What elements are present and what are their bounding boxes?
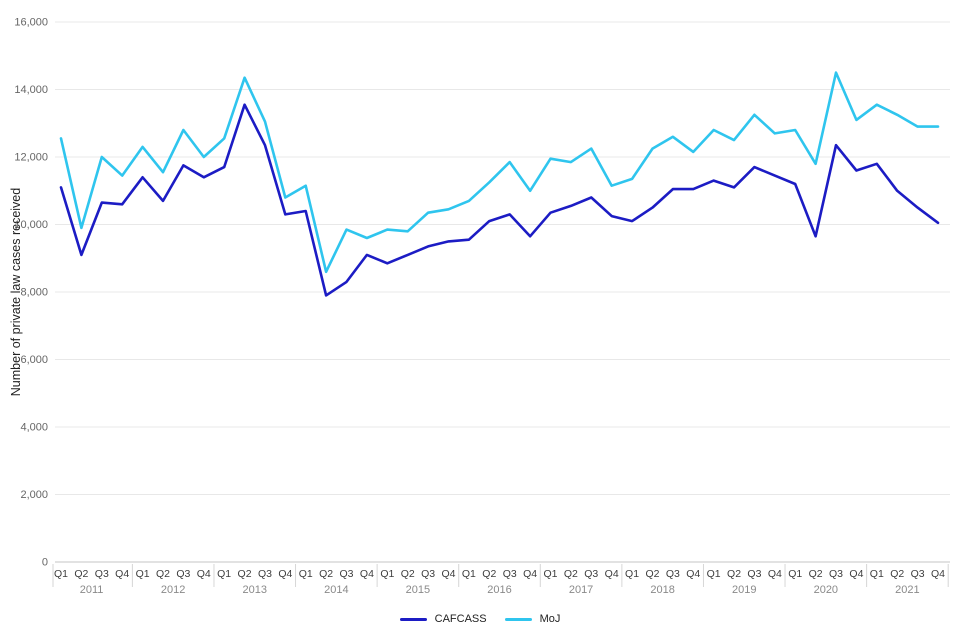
x-tick-label: Q3 (829, 568, 843, 580)
x-tick-label: Q1 (136, 568, 150, 580)
year-label: 2011 (80, 584, 104, 596)
x-tick-label: Q4 (931, 568, 945, 580)
x-tick-label: Q3 (911, 568, 925, 580)
x-tick-label: Q4 (849, 568, 863, 580)
x-tick-label: Q1 (625, 568, 639, 580)
year-label: 2015 (406, 584, 430, 596)
x-tick-label: Q1 (217, 568, 231, 580)
chart-legend: CAFCASS MoJ (0, 610, 960, 628)
legend-label-cafcass: CAFCASS (434, 613, 487, 625)
x-tick-label: Q3 (258, 568, 272, 580)
y-tick-label: 14,000 (14, 84, 48, 96)
series-line-cafcass (59, 103, 940, 297)
x-tick-label: Q1 (380, 568, 394, 580)
y-tick-label: 12,000 (14, 152, 48, 164)
y-tick-label: 16,000 (14, 17, 48, 29)
x-tick-label: Q1 (299, 568, 313, 580)
x-tick-label: Q1 (462, 568, 476, 580)
x-tick-label: Q4 (686, 568, 700, 580)
x-tick-label: Q1 (788, 568, 802, 580)
x-tick-label: Q4 (442, 568, 456, 580)
x-tick-label: Q1 (870, 568, 884, 580)
x-tick-label: Q2 (156, 568, 170, 580)
legend-line-swatch-moj (504, 617, 532, 621)
year-label: 2014 (324, 584, 348, 596)
year-label: 2013 (243, 584, 267, 596)
year-label: 2016 (487, 584, 511, 596)
x-tick-label: Q1 (543, 568, 557, 580)
year-label: 2021 (895, 584, 919, 596)
legend-line-swatch-cafcass (399, 617, 427, 621)
x-tick-label: Q3 (666, 568, 680, 580)
x-tick-label: Q2 (238, 568, 252, 580)
x-tick-label: Q1 (707, 568, 721, 580)
year-label: 2017 (569, 584, 593, 596)
x-tick-label: Q2 (74, 568, 88, 580)
x-tick-label: Q2 (727, 568, 741, 580)
x-tick-label: Q2 (809, 568, 823, 580)
x-tick-label: Q3 (340, 568, 354, 580)
x-tick-label: Q2 (319, 568, 333, 580)
year-label: 2020 (814, 584, 838, 596)
y-tick-label: 10,000 (14, 219, 48, 231)
line-chart-plot-area: 0 2,000 4,000 6,000 8,000 10,000 12,000 14,000 1… (14, 17, 950, 596)
y-tick-label: 8,000 (20, 287, 48, 299)
x-tick-label: Q4 (360, 568, 374, 580)
x-tick-label: Q3 (584, 568, 598, 580)
x-tick-label: Q3 (503, 568, 517, 580)
legend-label-moj: MoJ (539, 613, 561, 625)
x-tick-label: Q3 (747, 568, 761, 580)
x-tick-label: Q3 (176, 568, 190, 580)
y-tick-label: 4,000 (20, 422, 48, 434)
year-label: 2018 (650, 584, 674, 596)
year-label: 2012 (161, 584, 185, 596)
x-tick-label: Q2 (645, 568, 659, 580)
x-tick-label: Q2 (401, 568, 415, 580)
x-tick-label: Q1 (54, 568, 68, 580)
x-tick-label: Q4 (197, 568, 211, 580)
y-tick-label: 6,000 (20, 354, 48, 366)
y-tick-label: 2,000 (20, 489, 48, 501)
x-tick-label: Q4 (768, 568, 782, 580)
x-tick-label: Q4 (278, 568, 292, 580)
year-label: 2019 (732, 584, 756, 596)
x-tick-label: Q2 (482, 568, 496, 580)
x-tick-label: Q4 (605, 568, 619, 580)
x-tick-label: Q3 (95, 568, 109, 580)
x-tick-label: Q2 (564, 568, 578, 580)
x-tick-label: Q4 (523, 568, 537, 580)
x-tick-label: Q3 (421, 568, 435, 580)
y-tick-label: 0 (42, 557, 48, 569)
x-tick-label: Q2 (890, 568, 904, 580)
x-tick-label: Q4 (115, 568, 129, 580)
series-line-moj (59, 71, 940, 274)
y-axis-title: Number of private law cases received (9, 187, 23, 397)
